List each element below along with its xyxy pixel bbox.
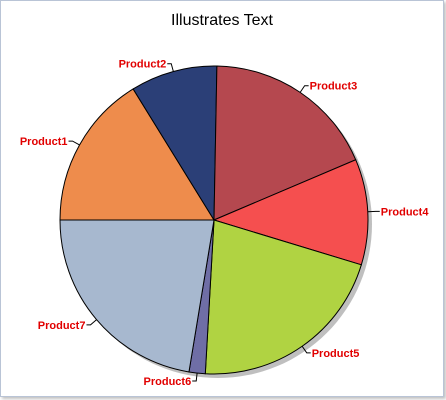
slice-label-product2: Product2 [119, 59, 167, 71]
pie-slice-product7[interactable] [59, 219, 215, 373]
leader-line-product5 [301, 345, 311, 354]
slice-label-product4: Product4 [381, 206, 430, 218]
slice-label-product7: Product7 [38, 320, 86, 332]
slice-label-product1: Product1 [20, 136, 68, 148]
leader-line-product7 [86, 319, 97, 326]
leader-line-product6 [192, 373, 198, 382]
leader-line-product2 [167, 63, 174, 72]
pie-chart: Product1 Product2 Product3 Product4 Product5… [20, 59, 430, 388]
leader-line-product1 [68, 140, 80, 146]
slice-label-product3: Product3 [310, 81, 358, 93]
chart-title: Illustrates Text [171, 12, 273, 29]
slice-label-product5: Product5 [312, 348, 360, 360]
pie-slice-product2[interactable] [132, 65, 218, 222]
pie-slice-product4[interactable] [212, 159, 369, 266]
slice-label-product6: Product6 [144, 376, 192, 388]
leader-line-product3 [299, 85, 309, 93]
